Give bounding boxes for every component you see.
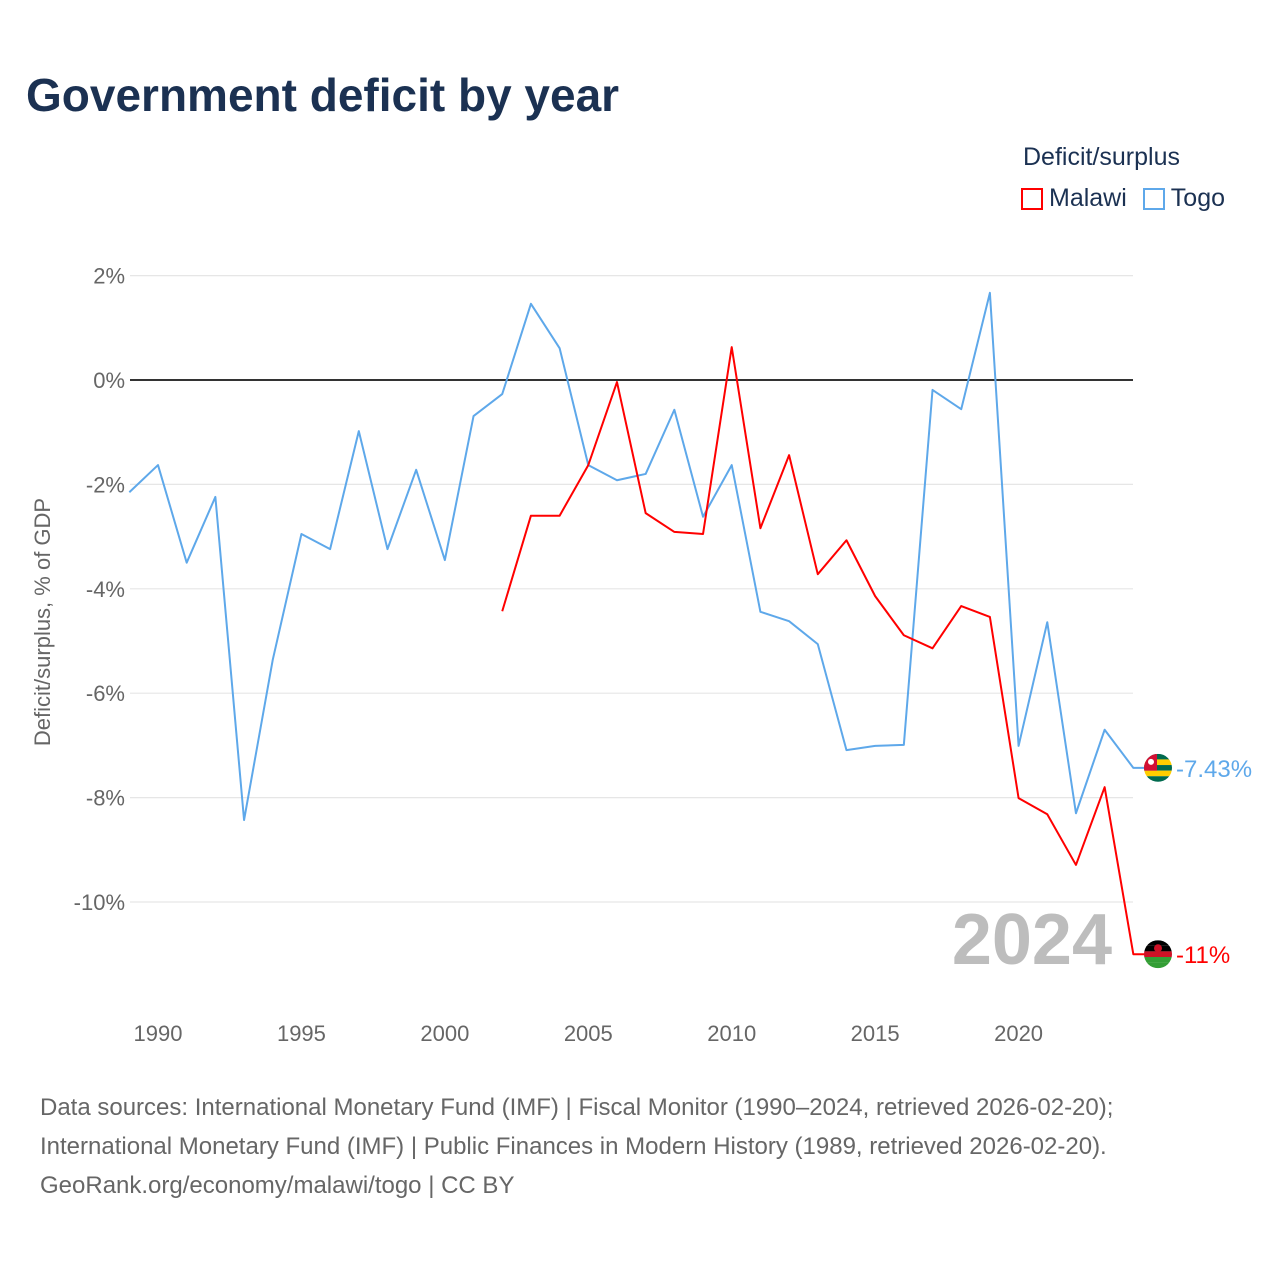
flag-stripe: [1144, 962, 1172, 969]
source-line-2: International Monetary Fund (IMF) | Publ…: [40, 1133, 1107, 1160]
end-label-malawi: -11%: [1176, 942, 1230, 969]
chart-title: Government deficit by year: [26, 69, 620, 121]
footer: Data sources: International Monetary Fun…: [40, 1088, 1113, 1205]
series-line-togo: [128, 291, 1148, 822]
x-tick-label: 2005: [564, 1021, 613, 1046]
x-tick-label: 1990: [134, 1021, 183, 1046]
legend-item-togo[interactable]: Togo: [1142, 184, 1226, 213]
flag-star: [1148, 758, 1154, 765]
flag-stripe: [1144, 770, 1172, 777]
source-line-1: Data sources: International Monetary Fun…: [40, 1094, 1114, 1121]
y-tick-label: 2%: [93, 264, 125, 289]
y-tick-label: 0%: [93, 368, 125, 393]
flag-stripe: [1144, 957, 1172, 963]
x-tick-label: 1995: [277, 1021, 326, 1046]
legend-label-malawi: Malawi: [1049, 184, 1127, 212]
flag-stripe: [1144, 776, 1172, 782]
y-axis-label: Deficit/surplus, % of GDP: [30, 498, 55, 746]
x-tick-label: 2010: [707, 1021, 756, 1046]
y-tick-label: -4%: [86, 577, 125, 602]
legend-item-malawi[interactable]: Malawi: [1021, 184, 1127, 213]
flag-togo-icon: [1144, 753, 1172, 782]
year-watermark: 2024: [952, 900, 1112, 980]
y-tick-label: -6%: [86, 681, 125, 706]
flag-stripe: [1144, 951, 1172, 957]
flag-stripe: [1144, 940, 1172, 946]
y-tick-label: -8%: [86, 786, 125, 811]
series-line-malawi: [501, 346, 1148, 956]
flag-stripe: [1144, 759, 1172, 766]
flag-sun: [1154, 944, 1162, 953]
end-label-togo: -7.43%: [1176, 756, 1252, 783]
legend-title: Deficit/surplus: [1023, 143, 1180, 171]
x-tick-label: 2000: [420, 1021, 469, 1046]
legend-swatch-togo: [1142, 187, 1165, 210]
flag-malawi-icon: [1144, 940, 1172, 969]
flag-stripe: [1144, 753, 1172, 760]
x-tick-label: 2015: [851, 1021, 900, 1046]
source-line-3[interactable]: GeoRank.org/economy/malawi/togo | CC BY: [40, 1172, 515, 1199]
legend-swatch-malawi: [1021, 187, 1043, 210]
legend-label-togo: Togo: [1170, 184, 1226, 212]
y-tick-label: -10%: [74, 890, 125, 915]
y-tick-label: -2%: [86, 472, 125, 497]
x-tick-label: 2020: [994, 1021, 1043, 1046]
legend: Deficit/surplus Malawi Togo: [1021, 143, 1226, 213]
flag-stripe: [1144, 765, 1172, 771]
